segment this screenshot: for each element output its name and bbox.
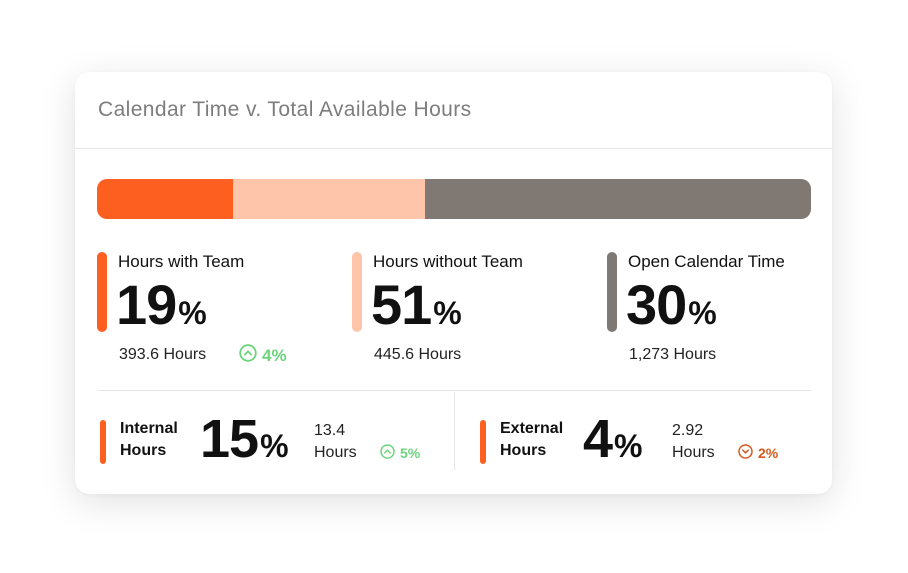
section-divider (97, 390, 811, 391)
breakdown-label: Internal Hours (120, 420, 178, 459)
calendar-time-card: Calendar Time v. Total Available Hours H… (75, 72, 832, 494)
breakdown-percent: 4% (583, 409, 643, 469)
stat-hours: 393.6 Hours (119, 346, 207, 363)
stat-percent: 30% (626, 273, 717, 336)
breakdown-hours: 13.4 Hours (314, 422, 357, 461)
distribution-bar (97, 179, 811, 219)
chevron-down-circle-icon (738, 444, 753, 462)
stat-label: Hours with Team (118, 252, 245, 271)
trend-value: 4% (262, 345, 287, 365)
stat-label: Hours without Team (373, 252, 523, 271)
accent-bar-open-calendar (607, 252, 617, 332)
stat-hours: 1,273 Hours (629, 346, 717, 363)
accent-bar-team (97, 252, 107, 332)
chevron-up-circle-icon (239, 344, 257, 367)
trend-value: 2% (758, 445, 779, 461)
trend-badge-up: 5% (380, 444, 420, 462)
bar-segment-without-team (232, 179, 426, 219)
vertical-divider (454, 392, 455, 470)
chevron-up-circle-icon (380, 444, 395, 462)
stat-percent: 19% (116, 273, 207, 336)
stat-label: Open Calendar Time (628, 252, 785, 271)
card-title: Calendar Time v. Total Available Hours (98, 98, 472, 121)
bar-segment-open-calendar (425, 179, 811, 219)
header-divider (75, 148, 832, 149)
accent-bar-internal (100, 420, 106, 464)
breakdown-percent: 15% (200, 409, 289, 469)
trend-badge-up: 4% (239, 344, 287, 367)
trend-value: 5% (400, 445, 421, 461)
stat-percent: 51% (371, 273, 462, 336)
breakdown-label: External Hours (500, 420, 564, 459)
breakdown-hours: 2.92 Hours (672, 422, 715, 461)
trend-badge-down: 2% (738, 444, 778, 462)
accent-bar-without-team (352, 252, 362, 332)
accent-bar-external (480, 420, 486, 464)
bar-segment-team (97, 179, 233, 219)
stat-hours: 445.6 Hours (374, 346, 462, 363)
